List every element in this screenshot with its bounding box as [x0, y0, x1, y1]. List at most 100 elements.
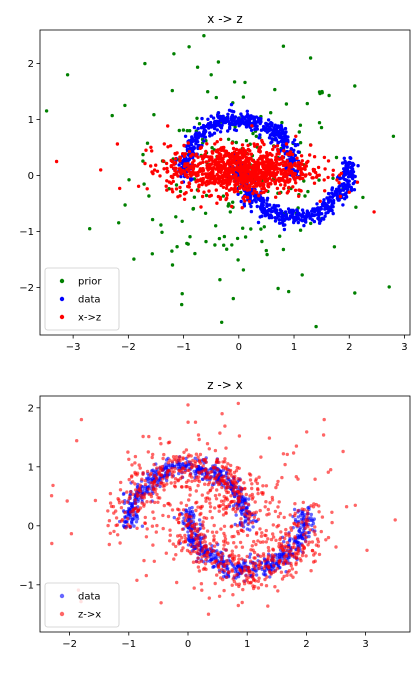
data-point — [236, 179, 240, 183]
data-point — [236, 258, 240, 262]
data-point — [232, 534, 236, 539]
data-point — [196, 537, 200, 541]
data-point — [216, 468, 220, 472]
data-point — [306, 519, 310, 523]
data-point — [233, 176, 238, 180]
data-point — [314, 324, 318, 329]
data-point — [218, 169, 223, 173]
data-point — [54, 159, 59, 164]
data-point — [207, 158, 211, 163]
data-point — [197, 133, 201, 138]
data-point — [256, 579, 261, 583]
data-point — [199, 126, 204, 130]
data-point — [195, 500, 199, 504]
data-point — [221, 460, 225, 464]
data-point — [152, 516, 156, 521]
data-point — [178, 159, 182, 163]
data-point — [284, 102, 289, 106]
data-point — [212, 534, 216, 538]
data-point — [306, 512, 310, 516]
data-point — [319, 125, 324, 130]
data-point — [178, 469, 182, 473]
data-point — [201, 547, 205, 551]
data-point — [223, 481, 227, 486]
data-point — [301, 176, 305, 181]
data-point — [351, 181, 355, 186]
data-point — [180, 180, 184, 185]
data-point — [69, 532, 74, 536]
x-tick-label: −3 — [66, 342, 81, 353]
data-point — [242, 152, 247, 156]
data-point — [193, 420, 198, 424]
data-point — [290, 554, 295, 558]
data-point — [352, 188, 357, 192]
data-point — [283, 210, 288, 214]
data-point — [224, 465, 228, 469]
data-point — [195, 116, 199, 121]
data-point — [326, 198, 331, 202]
data-point — [211, 481, 216, 485]
data-point — [230, 583, 234, 587]
data-point — [312, 553, 316, 557]
data-point — [288, 538, 292, 542]
data-point — [348, 156, 352, 160]
data-point — [324, 204, 328, 208]
data-point — [226, 481, 230, 485]
data-point — [249, 227, 253, 231]
data-point — [152, 168, 157, 172]
data-point — [121, 492, 126, 496]
data-point — [177, 128, 181, 133]
data-point — [241, 226, 245, 230]
data-point — [273, 180, 278, 184]
data-point — [275, 186, 280, 191]
data-point — [239, 528, 243, 532]
data-point — [316, 165, 321, 170]
data-point — [252, 189, 256, 193]
data-point — [279, 139, 283, 143]
data-point — [260, 239, 264, 244]
data-point — [226, 112, 230, 117]
data-point — [151, 510, 155, 514]
data-point — [326, 159, 331, 163]
data-point — [145, 527, 149, 531]
data-point — [229, 156, 233, 161]
data-point — [204, 567, 208, 572]
y-tick-label: −2 — [19, 283, 34, 294]
data-point — [208, 509, 212, 514]
data-point — [237, 554, 241, 558]
data-point — [216, 181, 221, 185]
data-point — [143, 515, 147, 520]
data-point — [250, 486, 254, 491]
data-point — [214, 224, 218, 228]
data-point — [222, 524, 227, 528]
data-point — [262, 566, 266, 570]
data-point — [219, 469, 223, 473]
data-point — [203, 540, 207, 544]
data-point — [206, 163, 211, 167]
data-point — [177, 542, 181, 546]
data-point — [242, 481, 246, 485]
data-point — [287, 185, 291, 190]
data-point — [249, 511, 253, 515]
data-point — [298, 177, 302, 181]
data-point — [298, 526, 303, 530]
data-point — [160, 464, 165, 469]
data-point — [148, 473, 152, 477]
data-point — [187, 526, 191, 530]
data-point — [168, 458, 172, 462]
data-point — [235, 236, 240, 241]
data-point — [270, 206, 274, 210]
data-point — [239, 517, 243, 521]
data-point — [136, 184, 141, 188]
data-point — [296, 166, 300, 171]
data-point — [280, 577, 285, 581]
data-point — [168, 539, 172, 543]
data-point — [198, 512, 202, 517]
data-point — [304, 540, 308, 544]
data-point — [152, 487, 156, 491]
data-point — [234, 513, 238, 517]
data-point — [315, 202, 319, 206]
data-point — [240, 512, 244, 517]
data-point — [280, 120, 284, 125]
data-point — [197, 560, 201, 564]
